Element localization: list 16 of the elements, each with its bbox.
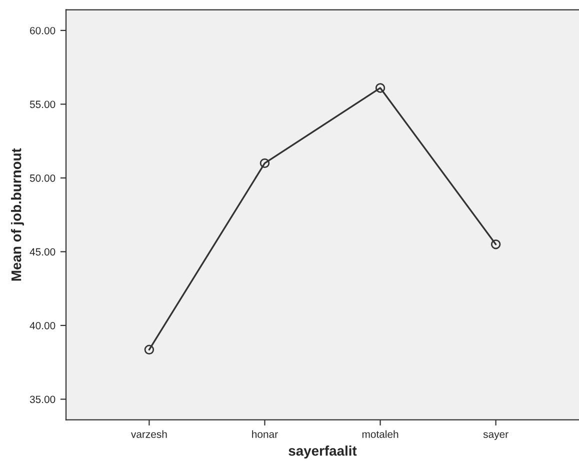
x-tick-label: motaleh <box>362 430 398 438</box>
y-tick-label: 45.00 <box>30 248 56 256</box>
y-tick-label: 50.00 <box>30 174 56 182</box>
y-tick-label: 35.00 <box>30 396 56 404</box>
point <box>375 83 386 93</box>
point <box>260 158 270 168</box>
y-tick-label: 40.00 <box>30 322 56 330</box>
x-tick-label: varzesh <box>130 430 167 438</box>
x-tick-label: sayer <box>483 432 508 440</box>
point <box>490 239 501 250</box>
x-tick-label: honar <box>252 430 278 438</box>
y-axis-title: Mean of job.burnout <box>11 148 24 281</box>
x-axis-title: sayerfaalit <box>288 446 357 458</box>
y-tick-label: 55.00 <box>30 100 56 108</box>
y-tick-label: 60.00 <box>30 26 56 34</box>
point <box>144 344 154 355</box>
